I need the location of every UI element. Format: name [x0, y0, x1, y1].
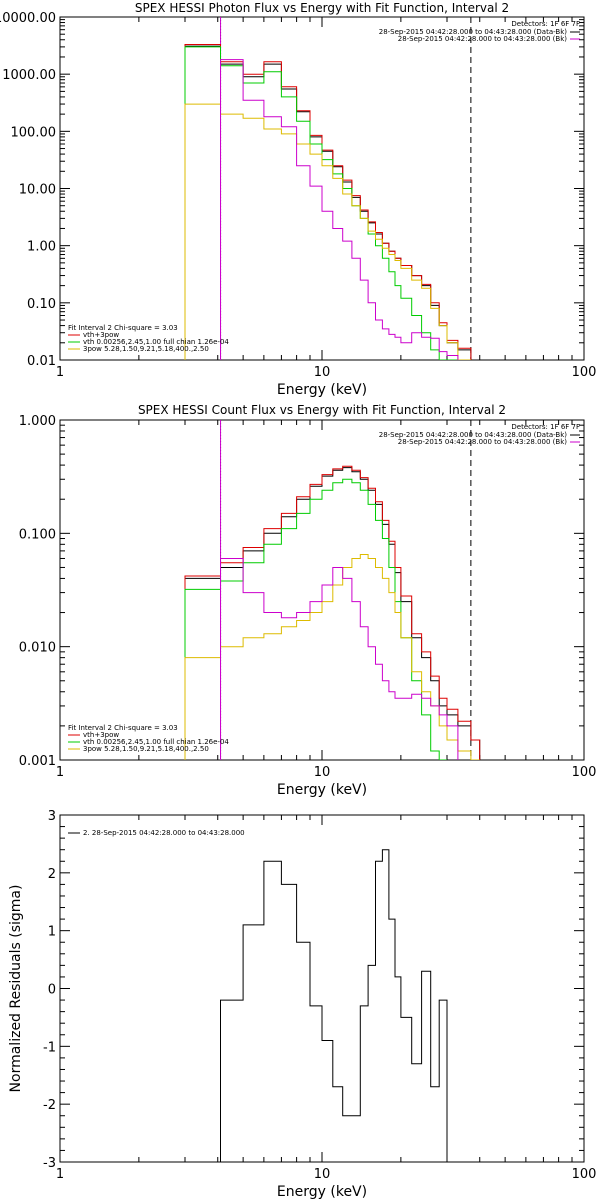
- y-tick-label: -1: [43, 1040, 56, 1055]
- x-tick-label: 10: [314, 765, 331, 780]
- series-line-fit: [184, 44, 472, 360]
- legend-entry: 3pow 5.28,1.50,9.21,5.18,400.,2.50: [83, 745, 209, 753]
- legend-entry: 28-Sep-2015 04:42:28.000 to 04:43:28.000…: [379, 431, 568, 439]
- y-tick-label: 100.00: [11, 125, 57, 140]
- legend-entry: vth+3pow: [83, 731, 119, 739]
- series-line-background: [220, 59, 459, 360]
- legend-header: Detectors: 1F 6F 7F: [511, 20, 580, 28]
- y-tick-label: 0.001: [19, 754, 56, 769]
- x-axis-title: Energy (keV): [277, 1184, 367, 1200]
- chart-panel-2: SPEX HESSI Count Flux vs Energy with Fit…: [19, 403, 597, 798]
- y-tick-label: 0.010: [19, 641, 56, 656]
- plot-frame: [59, 814, 585, 1163]
- series-line-fit: [184, 465, 481, 760]
- y-tick-label: 0.01: [27, 354, 56, 369]
- legend-entry: 3pow 5.28,1.50,9.21,5.18,400.,2.50: [83, 345, 209, 353]
- y-tick-label: 3: [48, 809, 56, 824]
- y-tick-label: 0: [48, 983, 56, 998]
- legend-entry: 28-Sep-2015 04:42:28.000 to 04:43:28.000…: [398, 35, 568, 43]
- x-tick-label: 10: [314, 365, 331, 380]
- x-axis-title: Energy (keV): [277, 782, 367, 798]
- x-tick-label: 100: [572, 365, 597, 380]
- legend-entry: 28-Sep-2015 04:42:28.000 to 04:43:28.000…: [398, 438, 568, 446]
- chart-panel-1: SPEX HESSI Photon Flux vs Energy with Fi…: [0, 1, 596, 398]
- y-tick-label: 0.10: [27, 297, 56, 312]
- x-tick-label: 1: [56, 765, 64, 780]
- legend-header: Detectors: 1F 6F 7F: [511, 423, 580, 431]
- x-axis-title: Energy (keV): [277, 382, 367, 398]
- legend-entry: vth 0.00256,2.45,1.00 full chian 1.26e-0…: [83, 738, 229, 746]
- y-tick-label: 10000.00: [0, 11, 56, 26]
- series-line-powerlaw: [184, 103, 471, 360]
- legend-entry: vth 0.00256,2.45,1.00 full chian 1.26e-0…: [83, 338, 229, 346]
- series-line-thermal: [184, 46, 471, 360]
- chart-title: SPEX HESSI Count Flux vs Energy with Fit…: [138, 403, 506, 417]
- x-tick-label: 10: [314, 1167, 331, 1182]
- series-line-residuals: [220, 849, 448, 1162]
- y-tick-label: 0.100: [19, 527, 56, 542]
- legend-entry: 28-Sep-2015 04:42:28.000 to 04:43:28.000…: [379, 28, 568, 36]
- series-line-data: [184, 467, 481, 760]
- x-tick-label: 1: [56, 365, 64, 380]
- y-tick-label: -3: [43, 1156, 56, 1171]
- series-line-background: [220, 558, 459, 760]
- y-tick-label: 1: [48, 925, 56, 940]
- legend-entry: vth+3pow: [83, 331, 119, 339]
- x-tick-label: 100: [572, 1167, 597, 1182]
- x-tick-label: 1: [56, 1167, 64, 1182]
- fit-legend-header: Fit Interval 2 Chi-square = 3.03: [68, 724, 178, 732]
- y-tick-label: -2: [43, 1098, 56, 1113]
- y-tick-label: 1.00: [27, 240, 56, 255]
- chart-title: SPEX HESSI Photon Flux vs Energy with Fi…: [135, 1, 509, 15]
- y-tick-label: 1.000: [19, 414, 56, 429]
- y-tick-label: 1000.00: [2, 68, 56, 83]
- y-axis-title: Normalized Residuals (sigma): [8, 885, 24, 1093]
- series-line-thermal: [184, 478, 447, 760]
- series-line-data: [184, 45, 472, 360]
- y-tick-label: 10.00: [19, 183, 56, 198]
- y-tick-label: 2: [48, 867, 56, 882]
- fit-legend-header: Fit Interval 2 Chi-square = 3.03: [68, 324, 178, 332]
- legend-entry: 2. 28-Sep-2015 04:42:28.000 to 04:43:28.…: [83, 829, 245, 837]
- x-tick-label: 100: [572, 765, 597, 780]
